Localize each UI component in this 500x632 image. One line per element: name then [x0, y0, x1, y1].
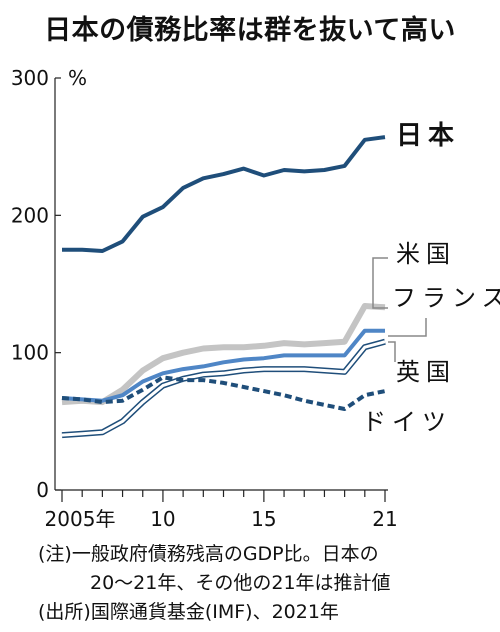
- series-line: [61, 328, 385, 403]
- x-tick-label: 15: [251, 507, 276, 531]
- series-label: 米国: [396, 240, 456, 268]
- series-label: 日本: [396, 121, 460, 151]
- series-lines: [61, 135, 386, 439]
- y-tick-label: 100: [11, 341, 49, 365]
- y-tick-label: 200: [11, 203, 49, 227]
- note-line-2: 20〜21年、その他の21年は推計値: [90, 572, 391, 594]
- series-line: [61, 375, 386, 411]
- y-unit-label: %: [68, 66, 87, 90]
- series-label: フランス: [392, 284, 500, 312]
- series-line: [62, 135, 386, 253]
- leader-line: [388, 318, 427, 337]
- footnotes: (注)一般政府債務残高のGDP比。日本の 20〜21年、その他の21年は推計値 …: [38, 540, 391, 627]
- leader-line: [388, 341, 396, 362]
- series-line: [61, 303, 386, 406]
- axes: 0 100 200 300 % 2005年 10 15 21: [11, 66, 398, 531]
- chart-title: 日本の債務比率は群を抜いて高い: [44, 15, 456, 46]
- y-tick-label: 0: [36, 478, 49, 502]
- x-tick-label: 10: [150, 507, 175, 531]
- series-label: 英国: [396, 358, 456, 386]
- series-label: ドイツ: [362, 408, 452, 436]
- y-tick-label: 300: [11, 66, 49, 90]
- note-line-1: (注)一般政府債務残高のGDP比。日本の: [38, 543, 379, 565]
- x-tick-label: 21: [372, 507, 397, 531]
- x-tick-label: 2005年: [45, 507, 116, 531]
- note-source: (出所)国際通貨基金(IMF)、2021年: [38, 601, 339, 623]
- series-line: [61, 340, 386, 437]
- leader-line: [372, 257, 388, 309]
